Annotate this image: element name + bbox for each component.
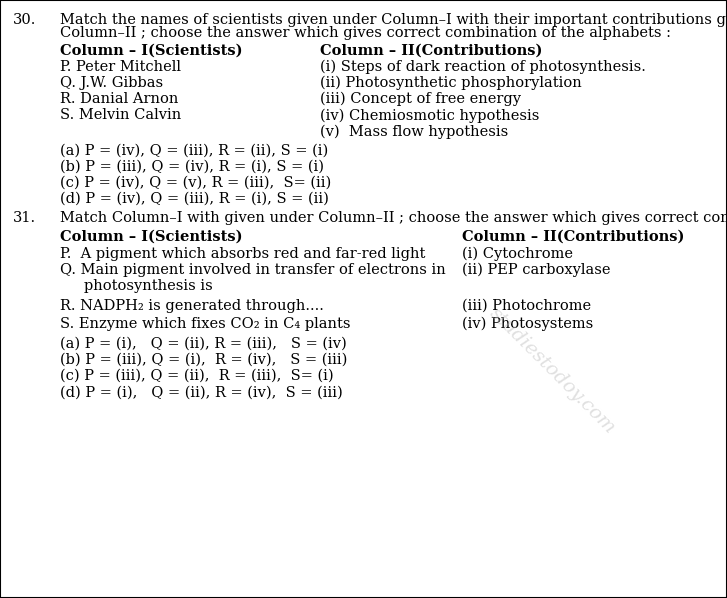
Text: studiestodoy.com: studiestodoy.com [486, 304, 619, 437]
Text: (c) P = (iii), Q = (ii),  R = (iii),  S= (i): (c) P = (iii), Q = (ii), R = (iii), S= (… [60, 369, 334, 383]
Text: (iii) Photochrome: (iii) Photochrome [462, 298, 591, 313]
Text: Match Column–I with given under Column–II ; choose the answer which gives correc: Match Column–I with given under Column–I… [60, 211, 727, 225]
Text: S. Enzyme which fixes CO₂ in C₄ plants: S. Enzyme which fixes CO₂ in C₄ plants [60, 316, 351, 331]
Text: S. Melvin Calvin: S. Melvin Calvin [60, 108, 182, 123]
Text: P. Peter Mitchell: P. Peter Mitchell [60, 60, 181, 74]
Text: Column – II(Contributions): Column – II(Contributions) [462, 229, 684, 243]
Text: (a) P = (iv), Q = (iii), R = (ii), S = (i): (a) P = (iv), Q = (iii), R = (ii), S = (… [60, 144, 329, 158]
Text: (iv) Photosystems: (iv) Photosystems [462, 316, 593, 331]
Text: (i) Steps of dark reaction of photosynthesis.: (i) Steps of dark reaction of photosynth… [320, 60, 646, 74]
Text: R. NADPH₂ is generated through....: R. NADPH₂ is generated through.... [60, 298, 324, 313]
Text: Column – I(Scientists): Column – I(Scientists) [60, 229, 243, 243]
Text: Column–II ; choose the answer which gives correct combination of the alphabets :: Column–II ; choose the answer which give… [60, 26, 671, 40]
Text: (d) P = (iv), Q = (iii), R = (i), S = (ii): (d) P = (iv), Q = (iii), R = (i), S = (i… [60, 192, 329, 206]
Text: (iv) Chemiosmotic hypothesis: (iv) Chemiosmotic hypothesis [320, 108, 539, 123]
Text: Column – II(Contributions): Column – II(Contributions) [320, 44, 542, 58]
Text: Q. J.W. Gibbas: Q. J.W. Gibbas [60, 76, 164, 90]
Text: (iii) Concept of free energy: (iii) Concept of free energy [320, 92, 521, 106]
Text: (ii) PEP carboxylase: (ii) PEP carboxylase [462, 263, 610, 277]
Text: Q. Main pigment involved in transfer of electrons in: Q. Main pigment involved in transfer of … [60, 263, 446, 277]
Text: Match the names of scientists given under Column–I with their important contribu: Match the names of scientists given unde… [60, 13, 727, 27]
Text: (b) P = (iii), Q = (iv), R = (i), S = (i): (b) P = (iii), Q = (iv), R = (i), S = (i… [60, 160, 324, 174]
Text: (d) P = (i),   Q = (ii), R = (iv),  S = (iii): (d) P = (i), Q = (ii), R = (iv), S = (ii… [60, 385, 343, 399]
Text: R. Danial Arnon: R. Danial Arnon [60, 92, 179, 106]
Text: P.  A pigment which absorbs red and far-red light: P. A pigment which absorbs red and far-r… [60, 247, 426, 261]
Text: photosynthesis is: photosynthesis is [84, 279, 212, 294]
Text: (c) P = (iv), Q = (v), R = (iii),  S= (ii): (c) P = (iv), Q = (v), R = (iii), S= (ii… [60, 176, 332, 190]
Text: 30.: 30. [13, 13, 36, 27]
Text: Column – I(Scientists): Column – I(Scientists) [60, 44, 243, 58]
Text: (v)  Mass flow hypothesis: (v) Mass flow hypothesis [320, 124, 508, 139]
Text: 31.: 31. [13, 211, 36, 225]
Text: (a) P = (i),   Q = (ii), R = (iii),   S = (iv): (a) P = (i), Q = (ii), R = (iii), S = (i… [60, 337, 347, 351]
Text: (ii) Photosynthetic phosphorylation: (ii) Photosynthetic phosphorylation [320, 76, 582, 90]
Text: (b) P = (iii), Q = (i),  R = (iv),   S = (iii): (b) P = (iii), Q = (i), R = (iv), S = (i… [60, 353, 348, 367]
Text: (i) Cytochrome: (i) Cytochrome [462, 247, 573, 261]
